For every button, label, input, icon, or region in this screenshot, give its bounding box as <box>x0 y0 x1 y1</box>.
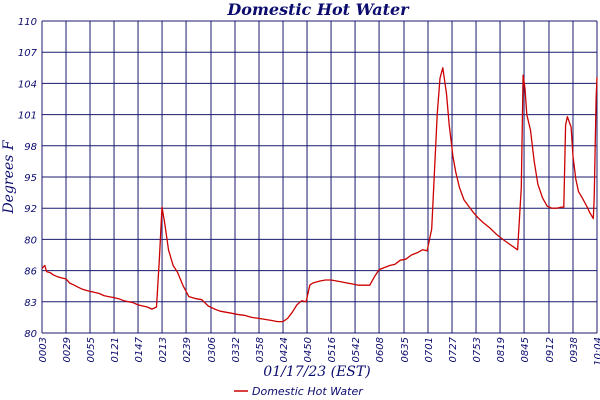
x-tick-label: 0029 <box>62 337 73 362</box>
y-tick-label: 92 <box>24 204 37 215</box>
series-line <box>41 67 598 323</box>
x-tick-label: 0003 <box>38 337 49 362</box>
x-tick-label: 0424 <box>279 337 290 362</box>
x-tick-label: 0701 <box>424 337 435 362</box>
y-tick-label: 110 <box>18 17 37 28</box>
y-tick-label: 98 <box>24 142 37 153</box>
chart-grid <box>41 20 598 334</box>
x-tick-label: 0213 <box>158 337 169 362</box>
y-axis-ticks: 80 83 86 80 92 95 98 101 104 107 110 <box>18 17 38 340</box>
y-tick-label: 86 <box>24 267 37 278</box>
y-tick-label: 107 <box>18 48 38 59</box>
x-tick-label: 0516 <box>327 337 338 362</box>
x-axis-ticks: 0003 0029 0055 0121 0147 0213 0239 0306 0332 0358… <box>38 336 600 365</box>
x-tick-label: 0608 <box>375 337 386 362</box>
x-tick-label: 0753 <box>472 337 483 362</box>
x-tick-label: 0635 <box>400 337 411 362</box>
x-tick-label: 0332 <box>231 337 242 362</box>
x-tick-label: 0845 <box>520 337 531 362</box>
y-tick-label: 101 <box>18 111 37 122</box>
x-tick-label: 0121 <box>110 337 121 362</box>
x-tick-label: 10:04 <box>593 337 600 366</box>
y-tick-label: 95 <box>24 173 37 184</box>
x-tick-label: 0912 <box>545 337 556 362</box>
x-tick-label: 0938 <box>569 337 580 362</box>
y-tick-label: 104 <box>18 79 37 90</box>
x-tick-label: 0450 <box>303 337 314 362</box>
x-axis-label: 01/17/23 (EST) <box>263 364 370 380</box>
x-tick-label: 0727 <box>448 336 459 362</box>
y-tick-label: 80 <box>24 329 37 340</box>
x-tick-label: 0055 <box>86 337 97 362</box>
x-tick-label: 0147 <box>134 336 145 362</box>
x-tick-label: 0358 <box>255 337 266 362</box>
y-tick-label: 83 <box>24 298 37 309</box>
legend-label: Domestic Hot Water <box>252 385 364 398</box>
chart-title: Domestic Hot Water <box>226 0 410 19</box>
x-tick-label: 0542 <box>351 337 362 362</box>
x-tick-label: 0306 <box>207 337 218 362</box>
series-group <box>41 67 598 323</box>
y-axis-label: Degrees F <box>1 139 17 214</box>
x-tick-label: 0819 <box>496 337 507 362</box>
y-tick-label: 80 <box>24 235 37 246</box>
legend: Domestic Hot Water <box>234 385 364 398</box>
x-tick-label: 0239 <box>182 337 193 362</box>
